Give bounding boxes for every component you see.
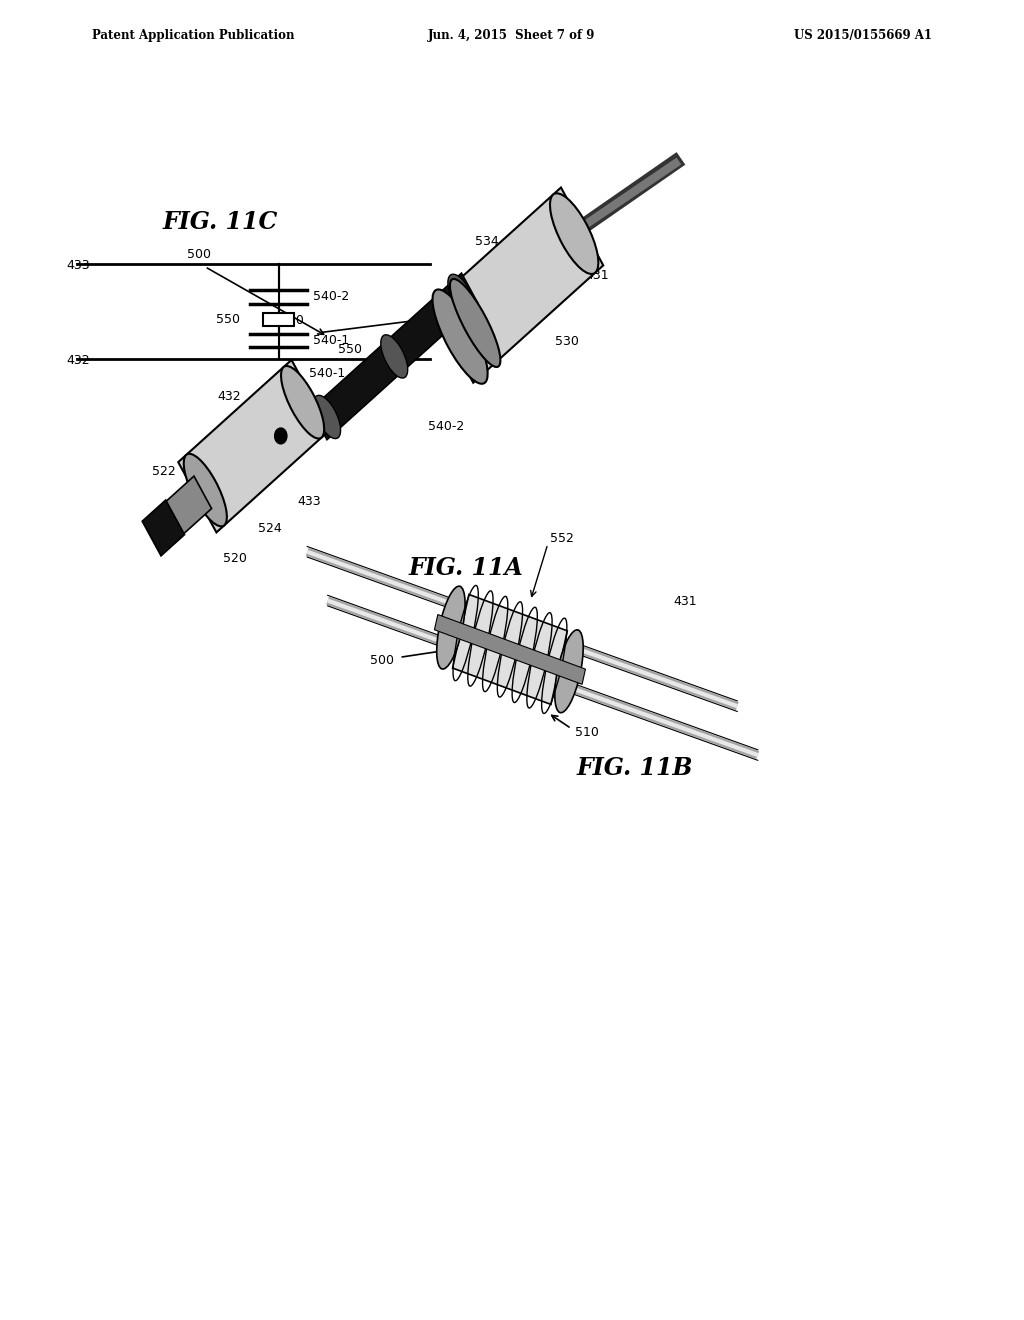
Text: 550: 550	[216, 313, 240, 326]
Polygon shape	[178, 360, 330, 532]
Polygon shape	[453, 594, 567, 705]
Ellipse shape	[432, 289, 487, 384]
Circle shape	[274, 428, 287, 444]
Ellipse shape	[281, 366, 325, 438]
Text: 540-2: 540-2	[313, 290, 349, 304]
Text: 540-2: 540-2	[428, 420, 464, 433]
Text: 540-1: 540-1	[313, 334, 349, 347]
Ellipse shape	[447, 275, 475, 318]
Text: 432: 432	[217, 389, 241, 403]
Text: 520: 520	[223, 552, 247, 565]
Text: 431: 431	[674, 595, 697, 609]
Text: Jun. 4, 2015  Sheet 7 of 9: Jun. 4, 2015 Sheet 7 of 9	[428, 29, 596, 42]
Ellipse shape	[550, 193, 598, 275]
Ellipse shape	[450, 279, 501, 367]
Ellipse shape	[436, 586, 465, 669]
Text: FIG. 11A: FIG. 11A	[409, 556, 523, 579]
Polygon shape	[159, 477, 212, 540]
Text: US 2015/0155669 A1: US 2015/0155669 A1	[794, 29, 932, 42]
Ellipse shape	[555, 630, 584, 713]
Text: 510: 510	[280, 314, 303, 327]
Text: 433: 433	[297, 495, 321, 508]
Text: 433: 433	[67, 259, 90, 272]
Text: 431: 431	[586, 269, 609, 282]
Text: 552: 552	[550, 532, 573, 545]
Bar	[263, 313, 294, 326]
Text: 522: 522	[152, 465, 175, 478]
Ellipse shape	[313, 395, 341, 438]
Text: 510: 510	[575, 726, 599, 739]
Text: Patent Application Publication: Patent Application Publication	[92, 29, 295, 42]
Text: 540-1: 540-1	[309, 367, 345, 380]
Text: 532: 532	[541, 222, 564, 235]
Text: 534: 534	[475, 235, 499, 248]
Text: 500: 500	[371, 653, 394, 667]
Text: 550: 550	[338, 343, 361, 356]
Polygon shape	[431, 187, 603, 383]
Polygon shape	[434, 615, 586, 684]
Text: 524: 524	[258, 521, 282, 535]
Polygon shape	[310, 273, 478, 440]
Polygon shape	[142, 500, 184, 556]
Text: FIG. 11B: FIG. 11B	[577, 756, 693, 780]
Text: 432: 432	[67, 354, 90, 367]
Ellipse shape	[381, 335, 408, 378]
Text: 530: 530	[555, 335, 579, 348]
Text: 500: 500	[187, 248, 211, 261]
Text: FIG. 11C: FIG. 11C	[163, 210, 278, 234]
Ellipse shape	[183, 454, 227, 527]
